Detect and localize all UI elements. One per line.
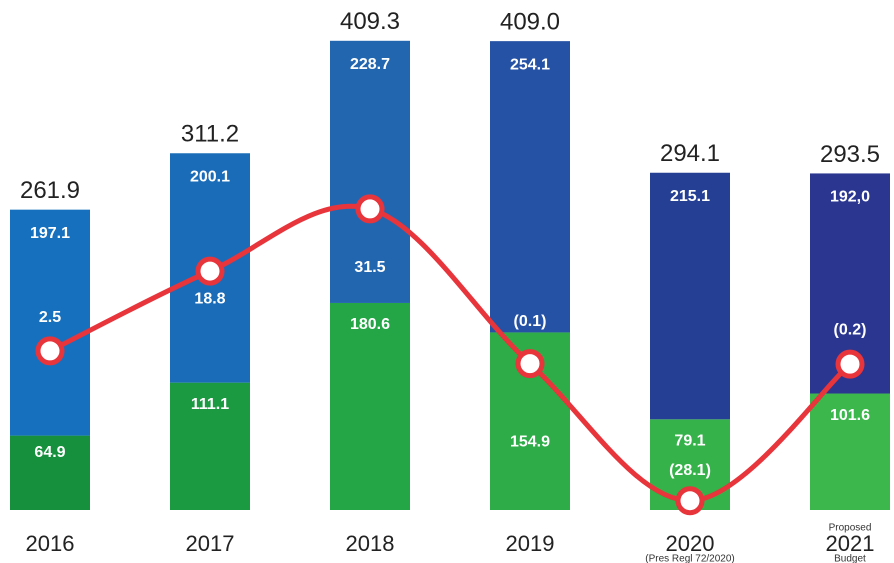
line-marker	[355, 194, 385, 224]
data-label: 79.1	[674, 433, 705, 450]
bar-segment	[650, 172, 730, 420]
bar-segment	[330, 302, 410, 510]
line-marker	[835, 349, 865, 379]
category-note: Proposed	[829, 523, 872, 534]
data-label: 215.1	[670, 188, 710, 205]
data-label: 200.1	[190, 168, 230, 185]
bar-segment	[170, 382, 250, 510]
category-note: Budget	[834, 554, 866, 563]
data-label: 180.6	[350, 316, 390, 333]
x-tick-label: 2021	[826, 531, 875, 556]
line-marker	[675, 486, 705, 516]
data-label: (0.1)	[514, 313, 547, 330]
data-label: 2.5	[39, 309, 61, 326]
line-marker	[35, 336, 65, 366]
data-label: 254.1	[510, 56, 550, 73]
total-label: 311.2	[181, 121, 239, 148]
bar-segment	[810, 393, 890, 510]
data-label: 64.9	[34, 444, 65, 461]
data-label: 111.1	[191, 396, 229, 413]
data-label: (0.2)	[834, 321, 867, 338]
data-label: 192,0	[830, 189, 870, 206]
data-label: 18.8	[194, 290, 225, 307]
total-label: 293.5	[820, 141, 880, 168]
x-tick-label: 2020	[666, 531, 715, 556]
x-tick-label: 2019	[506, 531, 555, 556]
total-label: 261.9	[20, 177, 80, 204]
bar-segment	[10, 435, 90, 510]
data-label: 228.7	[350, 56, 390, 73]
total-label: 409.3	[340, 8, 400, 35]
category-note: (Pres Regl 72/2020)	[645, 554, 735, 563]
data-label: (28.1)	[669, 462, 711, 479]
bar-segment	[10, 209, 90, 436]
x-tick-label: 2016	[26, 531, 75, 556]
x-tick-label: 2017	[186, 531, 235, 556]
data-label: 31.5	[354, 259, 385, 276]
data-label: 197.1	[30, 225, 70, 242]
bar-segment	[490, 41, 570, 333]
x-tick-label: 2018	[346, 531, 395, 556]
line-marker	[195, 256, 225, 286]
data-label: 101.6	[830, 407, 870, 424]
bar-segment	[330, 40, 410, 303]
total-label: 294.1	[660, 140, 720, 167]
total-label: 409.0	[500, 8, 560, 35]
line-marker	[515, 349, 545, 379]
data-label: 154.9	[510, 434, 550, 451]
